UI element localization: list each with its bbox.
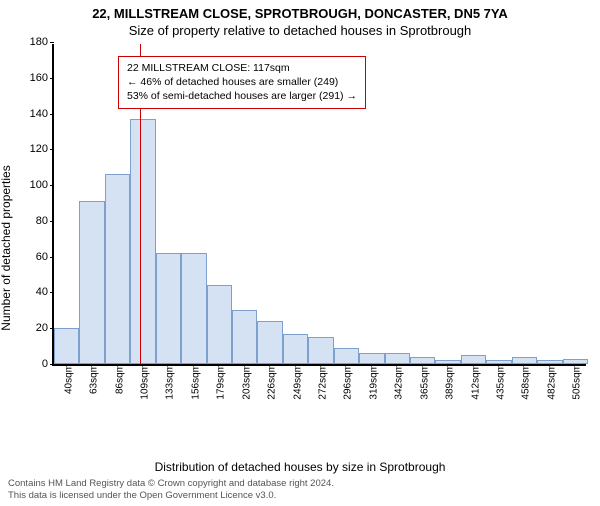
- y-tick: 180: [30, 36, 54, 48]
- histogram-bar: [181, 253, 206, 364]
- annotation-line: ← 46% of detached houses are smaller (24…: [127, 75, 357, 89]
- x-tick: 389sqm: [441, 364, 456, 400]
- y-tick: 120: [30, 143, 54, 155]
- histogram-bar: [130, 119, 155, 364]
- histogram-bar: [283, 334, 308, 364]
- y-tick: 40: [36, 286, 54, 298]
- x-tick: 505sqm: [568, 364, 583, 400]
- x-tick: 482sqm: [542, 364, 557, 400]
- annotation-box: 22 MILLSTREAM CLOSE: 117sqm← 46% of deta…: [118, 56, 366, 109]
- y-tick: 100: [30, 179, 54, 191]
- histogram-bar: [79, 201, 104, 364]
- x-tick: 342sqm: [390, 364, 405, 400]
- title-subtitle: Size of property relative to detached ho…: [0, 23, 600, 38]
- x-tick: 435sqm: [492, 364, 507, 400]
- plot-area: 02040608010012014016018040sqm63sqm86sqm1…: [52, 44, 586, 366]
- histogram-bar: [156, 253, 181, 364]
- title-address: 22, MILLSTREAM CLOSE, SPROTBROUGH, DONCA…: [0, 6, 600, 21]
- y-tick: 60: [36, 251, 54, 263]
- x-tick: 226sqm: [263, 364, 278, 400]
- y-tick: 80: [36, 215, 54, 227]
- x-tick: 365sqm: [415, 364, 430, 400]
- y-tick: 0: [42, 358, 54, 370]
- chart-titles: 22, MILLSTREAM CLOSE, SPROTBROUGH, DONCA…: [0, 6, 600, 38]
- footer-line1: Contains HM Land Registry data © Crown c…: [8, 478, 592, 490]
- histogram-bar: [54, 328, 79, 364]
- y-tick: 140: [30, 108, 54, 120]
- histogram-bar: [512, 357, 537, 364]
- chart-container: Number of detached properties 0204060801…: [0, 38, 600, 458]
- annotation-line: 53% of semi-detached houses are larger (…: [127, 89, 357, 103]
- x-tick: 203sqm: [237, 364, 252, 400]
- footer-attribution: Contains HM Land Registry data © Crown c…: [0, 474, 600, 502]
- histogram-bar: [334, 348, 359, 364]
- histogram-bar: [359, 353, 384, 364]
- y-axis-label: Number of detached properties: [0, 165, 13, 330]
- histogram-bar: [410, 357, 435, 364]
- histogram-bar: [385, 353, 410, 364]
- annotation-line: 22 MILLSTREAM CLOSE: 117sqm: [127, 61, 357, 75]
- x-tick: 133sqm: [161, 364, 176, 400]
- histogram-bar: [308, 337, 333, 364]
- histogram-bar: [207, 285, 232, 364]
- x-tick: 86sqm: [110, 364, 125, 394]
- histogram-bar: [105, 174, 130, 364]
- x-tick: 319sqm: [364, 364, 379, 400]
- x-tick: 249sqm: [288, 364, 303, 400]
- x-tick: 63sqm: [85, 364, 100, 394]
- histogram-bar: [232, 310, 257, 364]
- x-tick: 296sqm: [339, 364, 354, 400]
- x-tick: 458sqm: [517, 364, 532, 400]
- histogram-bar: [257, 321, 282, 364]
- x-tick: 109sqm: [136, 364, 151, 400]
- x-axis-label: Distribution of detached houses by size …: [0, 460, 600, 474]
- y-tick: 160: [30, 72, 54, 84]
- x-tick: 272sqm: [314, 364, 329, 400]
- histogram-bar: [461, 355, 486, 364]
- x-tick: 412sqm: [466, 364, 481, 400]
- y-tick: 20: [36, 322, 54, 334]
- x-tick: 156sqm: [186, 364, 201, 400]
- x-tick: 179sqm: [212, 364, 227, 400]
- x-tick: 40sqm: [59, 364, 74, 394]
